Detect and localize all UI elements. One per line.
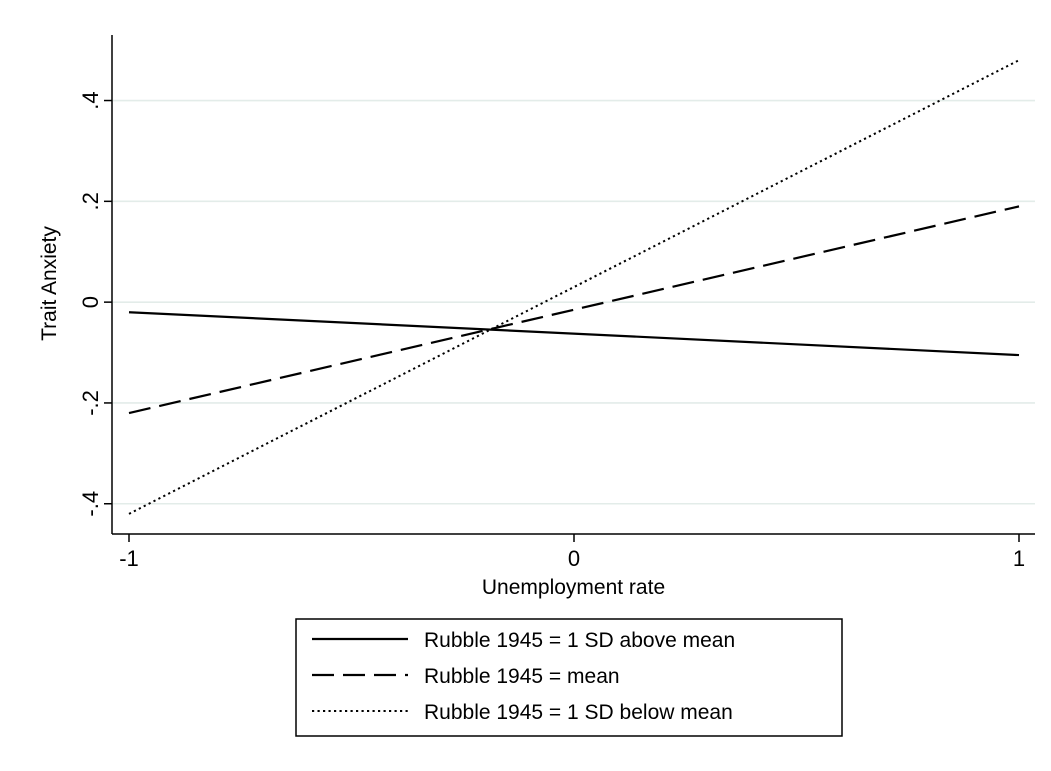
y-axis-title: Trait Anxiety bbox=[38, 226, 61, 341]
series-line-2 bbox=[128, 59, 1020, 515]
legend-label-0: Rubble 1945 = 1 SD above mean bbox=[424, 629, 735, 652]
x-axis-title: Unemployment rate bbox=[482, 576, 665, 599]
y-tick-label-4: .4 bbox=[78, 91, 103, 109]
legend-label-2: Rubble 1945 = 1 SD below mean bbox=[424, 701, 733, 724]
series-line-0 bbox=[128, 311, 1020, 357]
x-tick-label-2: 1 bbox=[1013, 546, 1025, 571]
y-tick-label-1: -.2 bbox=[78, 390, 103, 416]
x-tick-label-1: 0 bbox=[568, 546, 580, 571]
series-line-1 bbox=[128, 205, 1020, 415]
legend: Rubble 1945 = 1 SD above mean Rubble 1945… bbox=[295, 618, 843, 737]
y-tick-label-3: .2 bbox=[78, 192, 103, 210]
axes: -.4 -.2 0 .2 .4 -1 0 1 bbox=[78, 35, 1035, 571]
legend-label-1: Rubble 1945 = mean bbox=[424, 665, 620, 688]
gridlines bbox=[113, 99, 1035, 505]
y-tick-label-2: 0 bbox=[78, 296, 103, 308]
x-tick-label-0: -1 bbox=[119, 546, 139, 571]
y-tick-label-0: -.4 bbox=[78, 491, 103, 517]
series-lines bbox=[128, 59, 1020, 515]
